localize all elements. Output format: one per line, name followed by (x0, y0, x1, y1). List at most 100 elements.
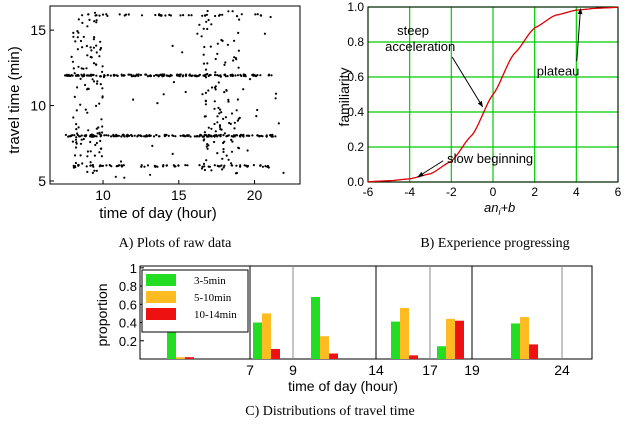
panel-b-experience: -6 -4 -2 0 2 4 6 0.0 0.2 0.4 0.6 0.8 1.0 steep accele… (336, 0, 622, 251)
annotation-arrow (417, 160, 444, 178)
scatter-point (203, 115, 206, 118)
scatter-point (79, 39, 83, 43)
scatter-point (256, 108, 259, 112)
scatter-point (165, 164, 168, 167)
scatter-point (274, 97, 277, 100)
scatter-point (187, 14, 190, 17)
scatter-point (98, 14, 101, 17)
scatter-point (105, 134, 108, 137)
scatter-point (86, 74, 89, 77)
scatter-point (99, 75, 102, 78)
scatter-point (237, 147, 241, 150)
scatter-point (71, 140, 74, 143)
annotation-arrow (451, 56, 484, 108)
scatter-point (98, 102, 101, 105)
bar (176, 357, 185, 359)
y-tick-label: 0.8 (119, 279, 137, 294)
scatter-point (92, 80, 96, 83)
scatter-point (76, 36, 79, 39)
scatter-point (231, 140, 234, 143)
scatter-point (222, 148, 225, 151)
scatter-point (89, 164, 92, 167)
scatter-point (94, 143, 97, 147)
legend-label: 10-14min (194, 309, 237, 321)
scatter-point (282, 171, 285, 174)
scatter-point (101, 65, 104, 68)
scatter-point (255, 75, 258, 78)
scatter-point (216, 115, 219, 118)
scatter-point (80, 138, 83, 141)
scatter-point (237, 49, 240, 52)
scatter-point (213, 100, 216, 103)
scatter-point (112, 74, 115, 77)
scatter-point (100, 118, 103, 121)
scatter-point (229, 122, 232, 125)
scatter-point (155, 73, 158, 77)
x-tick-label: 24 (554, 362, 570, 378)
bar (437, 346, 446, 359)
scatter-point (210, 127, 213, 130)
scatter-point (226, 43, 229, 46)
scatter-point (95, 74, 98, 77)
scatter-point (213, 140, 216, 144)
scatter-point (234, 74, 237, 77)
scatter-point (173, 165, 176, 168)
scatter-point (224, 61, 227, 64)
scatter-point (73, 134, 76, 137)
panel-b-xlabel: ani+b (484, 200, 515, 217)
scatter-point (208, 134, 211, 137)
scatter-point (220, 38, 223, 42)
scatter-point (231, 164, 234, 167)
scatter-point (210, 135, 213, 138)
scatter-point (224, 75, 227, 78)
scatter-point (213, 122, 216, 126)
scatter-point (205, 145, 208, 148)
scatter-point (162, 93, 165, 96)
scatter-point (246, 149, 249, 152)
scatter-point (225, 154, 228, 157)
scatter-point (221, 157, 224, 160)
scatter-point (218, 112, 221, 115)
scatter-point (214, 57, 217, 61)
scatter-point (148, 135, 151, 138)
scatter-point (226, 134, 229, 137)
scatter-point (235, 15, 239, 18)
scatter-point (230, 162, 233, 165)
legend-label: 5-10min (194, 292, 232, 304)
scatter-point (86, 111, 89, 114)
scatter-point (206, 72, 209, 76)
bar (446, 318, 455, 359)
scatter-point (214, 71, 217, 74)
scatter-point (113, 135, 116, 138)
scatter-point (156, 102, 159, 105)
scatter-point (227, 100, 230, 103)
scatter-point (107, 134, 110, 137)
scatter-point (220, 128, 223, 131)
annotation-line: steep (397, 23, 429, 38)
scatter-point (225, 89, 228, 92)
scatter-point (197, 74, 200, 77)
scatter-point (86, 54, 89, 57)
scatter-point (106, 73, 109, 77)
scatter-point (201, 165, 204, 168)
scatter-point (186, 164, 189, 167)
scatter-point (89, 150, 92, 153)
scatter-point (74, 138, 78, 141)
scatter-point (217, 74, 220, 77)
scatter-point (270, 74, 273, 77)
scatter-point (267, 166, 270, 169)
scatter-point (72, 116, 75, 119)
scatter-point (84, 135, 87, 138)
scatter-point (75, 142, 78, 145)
scatter-point (85, 165, 88, 168)
scatter-point (95, 135, 98, 138)
panel-c-ylabel: proportion (94, 283, 110, 346)
scatter-point (231, 10, 234, 13)
scatter-point (184, 164, 187, 167)
panel-a-ylabel: travel time (min) (6, 46, 23, 154)
scatter-point (103, 74, 106, 77)
scatter-point (165, 133, 168, 136)
panel-c-distributions: 0.20.40.60.817 9 14 17 19 24 3-5min5-10min10-… (94, 261, 593, 419)
scatter-point (205, 159, 208, 162)
scatter-point (232, 59, 235, 62)
